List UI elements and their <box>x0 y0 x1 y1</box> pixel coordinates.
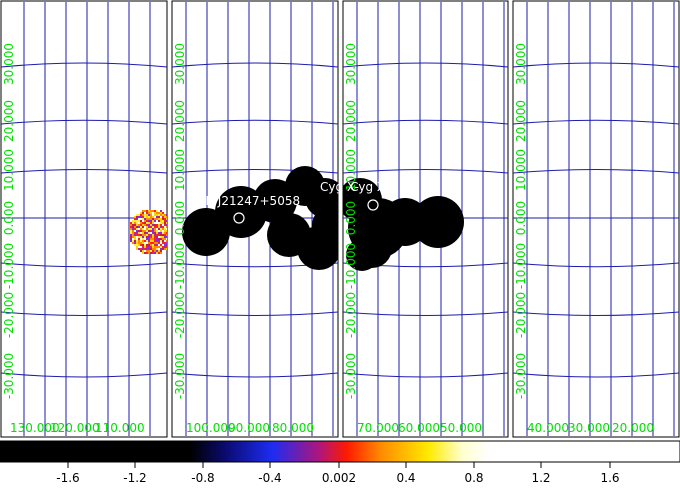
exposure-blobs <box>130 166 464 271</box>
colorbar-tick-label: -0.8 <box>191 471 214 485</box>
latitude-label: 0.000 <box>344 201 358 235</box>
longitude-label: 130.000 <box>10 421 60 435</box>
longitude-label: 20.000 <box>612 421 654 435</box>
panel-frame <box>512 0 680 438</box>
parallel-line <box>0 119 168 125</box>
latitude-label: 10.000 <box>2 149 16 191</box>
source-label-2: Cyg X- <box>320 180 359 194</box>
parallel-line <box>342 119 509 125</box>
colorbar-tick-label: -1.2 <box>123 471 146 485</box>
latitude-label: 20.000 <box>514 100 528 142</box>
parallel-line <box>171 311 339 316</box>
parallel-line <box>0 169 168 174</box>
latitude-label: -30.000 <box>514 353 528 399</box>
map-panel-4 <box>512 0 680 438</box>
longitude-label: 100.000 <box>186 421 236 435</box>
latitude-label: 0.000 <box>2 201 16 235</box>
parallel-line <box>171 119 339 125</box>
source-label-1: 4R J21247+5058 <box>198 194 300 208</box>
longitude-label: 120.000 <box>50 421 100 435</box>
parallel-line <box>171 62 339 68</box>
parallel-line <box>0 311 168 316</box>
latitude-label: 20.000 <box>2 100 16 142</box>
latitude-label: 20.000 <box>173 100 187 142</box>
colorbar-tick-label: 0.8 <box>464 471 483 485</box>
latitude-label: 0.000 <box>514 201 528 235</box>
parallel-line <box>512 372 680 378</box>
colorbar: -1.6 -1.2 -0.8 -0.4 0.002 0.4 0.8 1.2 1.6 <box>0 440 680 485</box>
exposure-blob <box>312 207 338 243</box>
latitude-label: 30.000 <box>344 43 358 85</box>
map-panels <box>0 0 680 438</box>
latitude-label: 20.000 <box>344 100 358 142</box>
parallel-line <box>512 311 680 316</box>
source-marker-1[interactable] <box>233 212 245 224</box>
longitude-label: 40.000 <box>527 421 569 435</box>
latitude-label: -20.000 <box>2 292 16 338</box>
colorbar-tick-label: 0.4 <box>396 471 415 485</box>
latitude-label: 10.000 <box>344 149 358 191</box>
parallel-line <box>342 372 509 378</box>
grid-labels: 130.000120.000110.00030.00020.00010.0000… <box>2 43 654 435</box>
parallel-line <box>342 169 509 174</box>
latitude-label: 30.000 <box>2 43 16 85</box>
exposure-blob <box>412 196 464 248</box>
latitude-label: 10.000 <box>514 149 528 191</box>
colorbar-gradient <box>0 440 680 463</box>
latitude-label: -10.000 <box>344 243 358 289</box>
latitude-label: -20.000 <box>173 292 187 338</box>
parallel-line <box>171 372 339 378</box>
colorbar-tick-label: -0.4 <box>258 471 281 485</box>
parallel-line <box>512 119 680 125</box>
colorbar-ticks: -1.6 -1.2 -0.8 -0.4 0.002 0.4 0.8 1.2 1.6 <box>56 462 620 485</box>
colorbar-tick-label: -1.6 <box>56 471 79 485</box>
latitude-label: -30.000 <box>344 353 358 399</box>
colorbar-tick-label: 0.002 <box>322 471 356 485</box>
latitude-label: -10.000 <box>2 243 16 289</box>
longitude-label: 90.000 <box>228 421 270 435</box>
longitude-label: 70.000 <box>357 421 399 435</box>
longitude-label: 50.000 <box>440 421 482 435</box>
parallel-line <box>512 62 680 68</box>
longitude-label: 110.000 <box>95 421 145 435</box>
parallel-line <box>342 311 509 316</box>
noise-disc <box>130 210 167 254</box>
parallel-line <box>342 62 509 68</box>
source-markers: 4R J21247+5058 Cyg X- Cyg X- <box>198 180 389 224</box>
longitude-label: 60.000 <box>398 421 440 435</box>
longitude-label: 30.000 <box>568 421 610 435</box>
latitude-label: -10.000 <box>514 243 528 289</box>
latitude-label: -30.000 <box>173 353 187 399</box>
latitude-label: -10.000 <box>173 243 187 289</box>
parallel-line <box>0 372 168 378</box>
parallel-line <box>0 262 168 268</box>
colorbar-tick-label: 1.6 <box>600 471 619 485</box>
source-label-3: Cyg X- <box>350 180 389 194</box>
latitude-label: 0.000 <box>173 201 187 235</box>
parallel-line <box>512 169 680 174</box>
latitude-label: 30.000 <box>173 43 187 85</box>
latitude-label: 10.000 <box>173 149 187 191</box>
source-marker-2[interactable] <box>367 199 379 211</box>
parallel-line <box>512 262 680 268</box>
longitude-label: 80.000 <box>272 421 314 435</box>
parallel-line <box>0 62 168 68</box>
exposure-blob <box>346 239 378 271</box>
latitude-label: -20.000 <box>344 292 358 338</box>
latitude-label: -20.000 <box>514 292 528 338</box>
latitude-label: -30.000 <box>2 353 16 399</box>
latitude-label: 30.000 <box>514 43 528 85</box>
colorbar-tick-label: 1.2 <box>531 471 550 485</box>
